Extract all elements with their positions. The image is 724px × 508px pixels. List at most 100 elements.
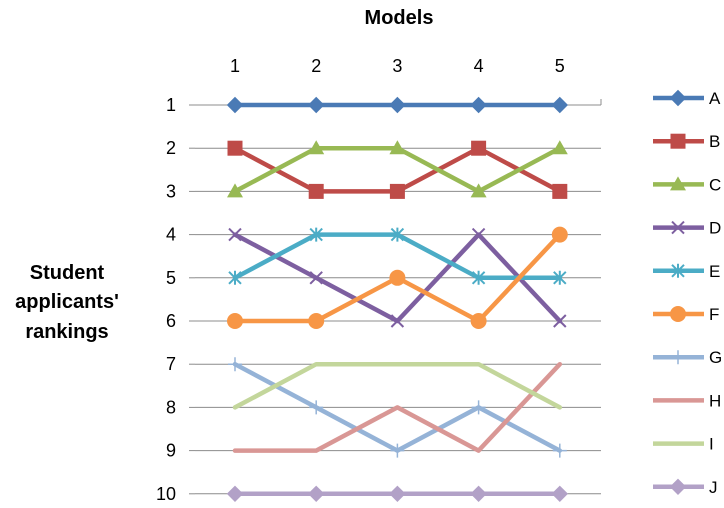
series-d-point	[390, 314, 405, 328]
series-j	[226, 485, 569, 503]
y-tick-label: 3	[166, 181, 176, 201]
series-b-point	[227, 140, 243, 156]
series-g-point	[471, 400, 486, 415]
series-d-point	[228, 227, 242, 242]
legend-item-d-marker	[671, 220, 685, 235]
series-a-point	[226, 96, 244, 114]
legend-item-b-marker	[670, 133, 686, 149]
series-b	[227, 140, 568, 199]
legend-item-b-label: B	[709, 132, 720, 151]
series-e-point	[553, 270, 567, 285]
series-a-point	[470, 96, 487, 114]
legend-item-g: G	[653, 348, 722, 367]
series-j-point	[470, 485, 487, 503]
y-tick-label: 4	[166, 225, 176, 245]
legend-item-j-label: J	[709, 478, 718, 497]
series-f	[227, 226, 568, 329]
series-c-point	[227, 183, 243, 198]
legend-item-e: E	[653, 262, 720, 281]
series-j-point	[389, 485, 406, 503]
series-g-point	[309, 400, 324, 415]
legend-item-f: F	[653, 305, 719, 324]
series-layer	[226, 96, 569, 503]
series-b-point	[552, 183, 568, 199]
series-d-point	[553, 314, 567, 328]
x-tick-label: 2	[311, 56, 321, 76]
x-tick-label: 4	[474, 56, 484, 76]
series-f-point	[551, 226, 568, 243]
legend-item-j-marker	[669, 478, 687, 496]
legend-item-c: C	[653, 175, 721, 194]
series-j-point	[307, 485, 325, 503]
y-axis-title-line-1: Student	[30, 262, 105, 284]
series-b-point	[389, 183, 405, 199]
x-tick-label: 1	[230, 56, 240, 76]
y-tick-label: 5	[166, 268, 176, 288]
legend-item-h-label: H	[709, 391, 721, 410]
series-a-point	[551, 96, 569, 114]
series-e-point	[471, 270, 486, 285]
x-axis-title: Models	[365, 7, 434, 29]
y-tick-label: 6	[166, 311, 176, 331]
legend-item-g-marker	[671, 350, 685, 365]
legend-item-e-marker	[671, 263, 685, 278]
legend: A B C D E F G H I J	[653, 89, 722, 497]
series-e-point	[228, 270, 242, 285]
series-g-point	[228, 357, 242, 372]
series-j-point	[551, 485, 569, 503]
legend-item-e-label: E	[709, 262, 720, 281]
legend-item-a-marker	[669, 89, 687, 107]
y-axis-title-line-3: rankings	[25, 321, 108, 343]
series-a	[226, 96, 569, 114]
series-d-point	[309, 271, 323, 285]
legend-item-c-marker	[670, 176, 686, 191]
series-c-point	[389, 140, 406, 155]
series-i-line	[232, 361, 563, 410]
series-b-point	[308, 183, 324, 199]
y-tick-label: 7	[166, 354, 176, 374]
series-c	[227, 140, 568, 198]
series-g-point	[552, 443, 567, 458]
legend-item-c-label: C	[709, 175, 721, 194]
x-tick-label: 5	[555, 56, 565, 76]
series-g-point	[390, 443, 405, 458]
series-a-point	[389, 96, 406, 114]
legend-item-d-label: D	[709, 219, 721, 238]
text-layer: Models Student applicants' rankings 1 2 3 4…	[15, 7, 565, 504]
legend-item-j: J	[653, 478, 718, 497]
series-e-point	[390, 227, 405, 242]
series-f-point	[308, 313, 325, 329]
legend-item-i: I	[653, 435, 714, 454]
series-a-point	[307, 96, 325, 114]
series-c-point	[308, 140, 325, 155]
legend-item-f-label: F	[709, 305, 719, 324]
series-j-point	[226, 485, 244, 503]
series-i	[232, 361, 563, 410]
legend-item-d: D	[653, 219, 721, 238]
y-tick-label: 8	[166, 397, 176, 417]
legend-item-i-label: I	[709, 435, 714, 454]
series-h-line	[232, 361, 563, 453]
legend-item-h: H	[653, 391, 721, 410]
legend-item-g-label: G	[709, 348, 722, 367]
series-f-point	[389, 269, 406, 286]
legend-item-a-label: A	[709, 89, 721, 108]
y-tick-label: 9	[166, 441, 176, 461]
series-d	[228, 227, 567, 328]
y-tick-label: 10	[156, 484, 176, 504]
series-h	[232, 361, 563, 453]
x-tick-label: 3	[392, 56, 402, 76]
legend-item-a: A	[653, 89, 721, 108]
series-c-point	[470, 183, 487, 198]
series-f-point	[227, 313, 243, 329]
series-d-point	[471, 227, 486, 242]
series-c-point	[551, 140, 568, 155]
series-e-point	[309, 227, 323, 242]
legend-item-b: B	[653, 132, 720, 151]
legend-item-f-marker	[670, 306, 686, 322]
y-tick-label: 2	[166, 138, 176, 158]
series-e	[228, 227, 567, 285]
y-tick-label: 1	[166, 95, 176, 115]
